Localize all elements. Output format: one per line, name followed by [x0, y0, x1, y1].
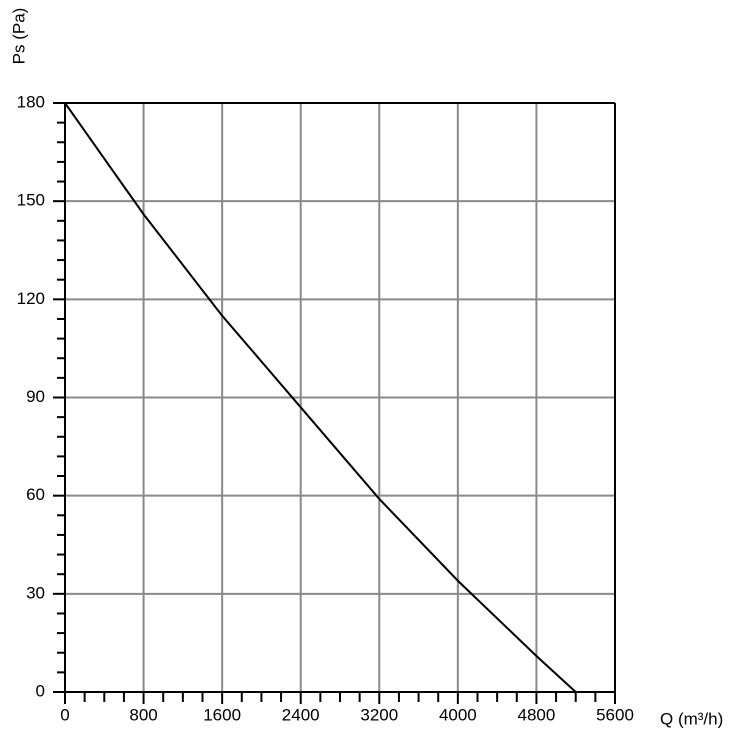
- y-tick-label: 60: [26, 485, 45, 504]
- x-tick-label: 5600: [596, 705, 634, 724]
- y-tick-label: 30: [26, 583, 45, 602]
- y-tick-label: 120: [17, 289, 45, 308]
- y-tick-label: 180: [17, 92, 45, 111]
- x-tick-label: 3200: [360, 705, 398, 724]
- curve: [64, 102, 577, 693]
- y-tick-label: 90: [26, 387, 45, 406]
- x-tick-label: 2400: [282, 705, 320, 724]
- y-axis-label: Ps (Pa): [9, 8, 28, 65]
- y-tick-label: 0: [36, 681, 45, 700]
- x-tick-label: 0: [60, 705, 69, 724]
- x-tick-label: 4800: [518, 705, 556, 724]
- y-tick-label: 150: [17, 191, 45, 210]
- x-tick-label: 4000: [439, 705, 477, 724]
- x-tick-label: 800: [129, 705, 157, 724]
- x-axis-label: Q (m³/h): [660, 709, 723, 728]
- x-tick-label: 1600: [203, 705, 241, 724]
